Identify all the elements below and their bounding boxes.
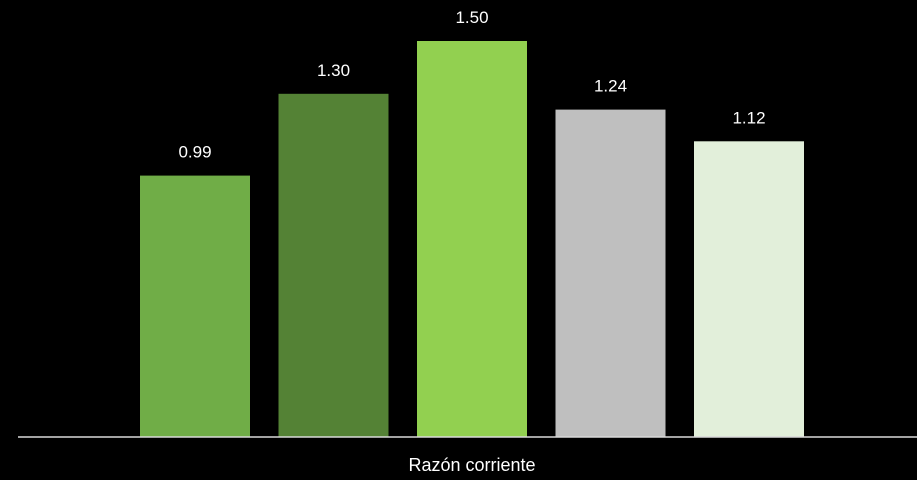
bar-2 xyxy=(278,93,389,438)
x-category-label: Razón corriente xyxy=(408,455,535,475)
data-label-4: 1.24 xyxy=(594,77,627,96)
bar-group xyxy=(140,41,804,438)
data-label-3: 1.50 xyxy=(455,8,488,27)
data-label-2: 1.30 xyxy=(317,61,350,80)
data-label-1: 0.99 xyxy=(178,143,211,162)
bar-3 xyxy=(417,41,527,437)
bar-4 xyxy=(555,109,666,437)
data-label-5: 1.12 xyxy=(732,108,765,127)
bar-5 xyxy=(694,141,804,438)
data-label-group: 0.99 1.30 1.50 1.24 1.12 xyxy=(178,8,765,162)
bar-1 xyxy=(140,175,250,437)
